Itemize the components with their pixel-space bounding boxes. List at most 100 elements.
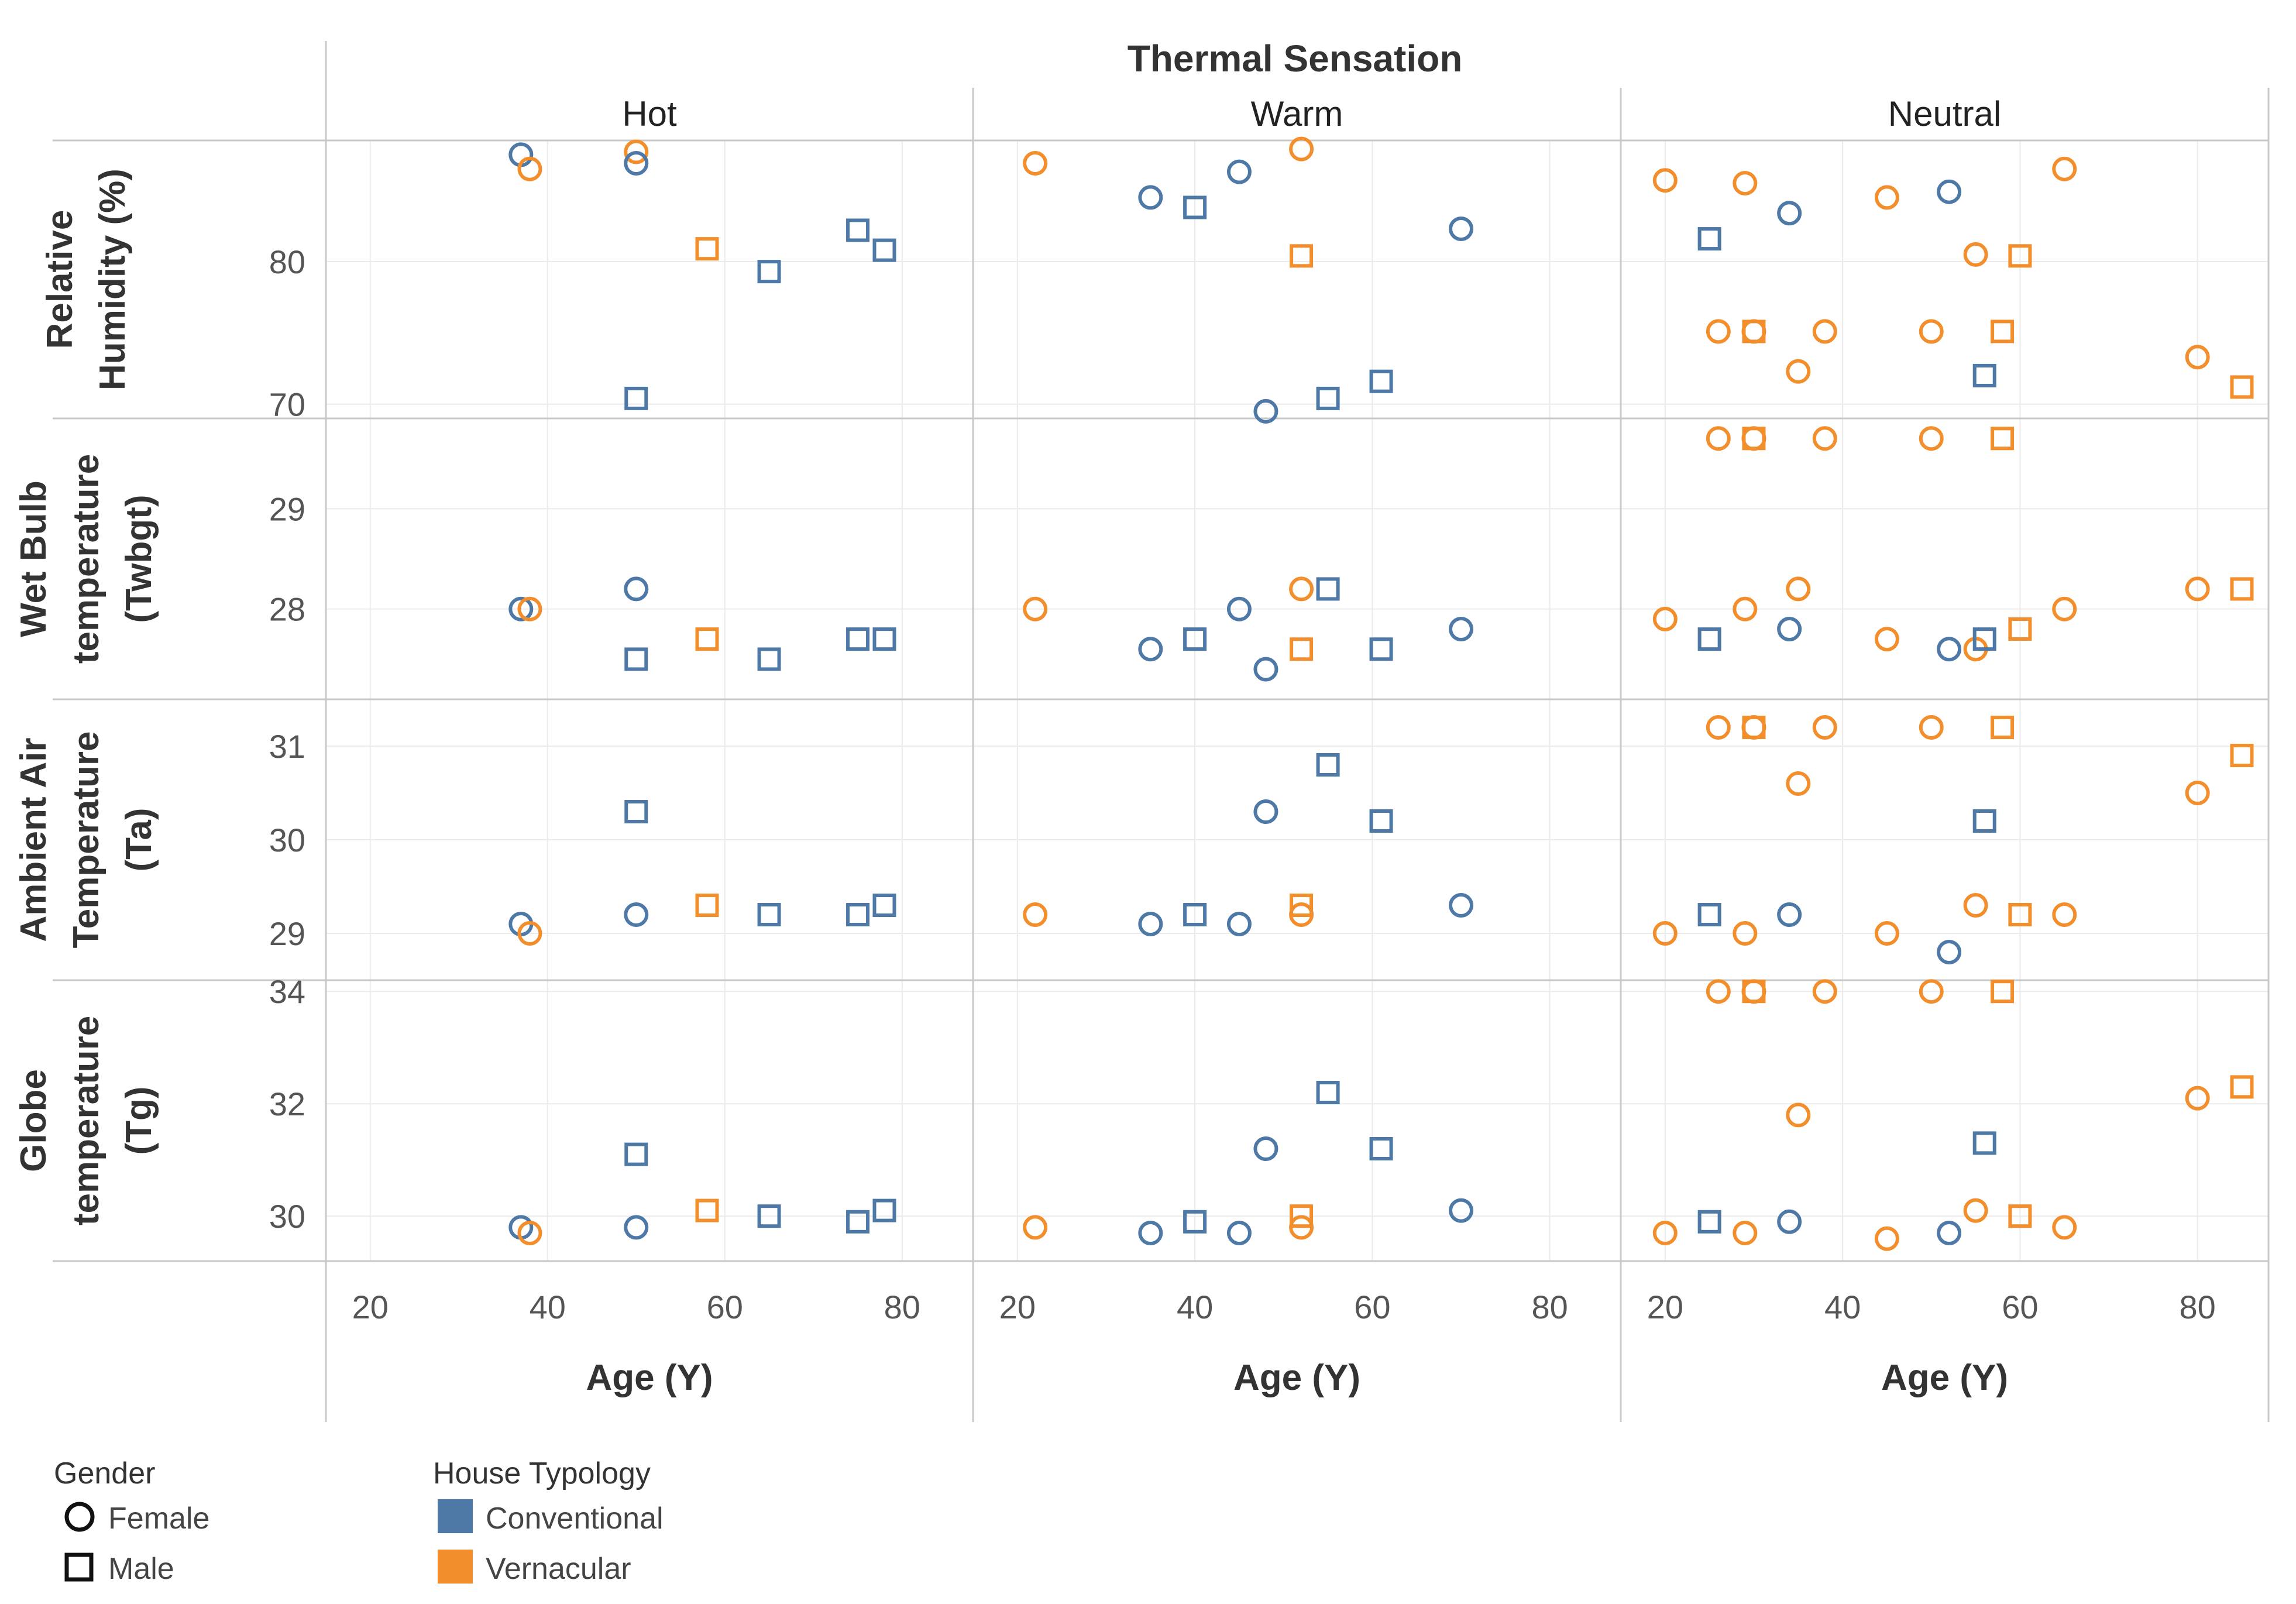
point-male xyxy=(757,647,781,671)
point-male xyxy=(757,260,781,284)
point-male xyxy=(1369,1137,1393,1160)
point-male xyxy=(872,894,896,917)
point-female xyxy=(1963,1198,1988,1223)
point-female xyxy=(1874,185,1899,210)
point-male xyxy=(1697,227,1721,251)
point-male xyxy=(1697,627,1721,651)
legend-male-icon xyxy=(64,1553,94,1582)
point-female xyxy=(2052,1215,2077,1240)
data-points xyxy=(508,136,2254,1251)
point-male xyxy=(1369,809,1393,833)
row-label: Relative xyxy=(40,210,80,349)
point-female xyxy=(1812,319,1837,344)
point-female xyxy=(1449,617,1474,641)
point-female xyxy=(1733,171,1758,196)
legend-female-icon xyxy=(64,1502,95,1532)
point-male xyxy=(1991,427,2015,451)
point-male xyxy=(695,1198,719,1222)
point-female xyxy=(1253,1136,1278,1161)
point-female xyxy=(1741,319,1766,344)
y-tick-label: 30 xyxy=(269,822,305,858)
point-female xyxy=(1733,921,1758,946)
point-female xyxy=(624,576,649,602)
point-male xyxy=(1316,386,1340,410)
point-male xyxy=(624,800,648,823)
point-female xyxy=(1652,168,1678,193)
point-male xyxy=(872,238,896,262)
column-header: Hot xyxy=(622,94,677,133)
legend-title-gender: Gender xyxy=(54,1457,155,1490)
gridlines xyxy=(326,140,2268,1261)
y-tick-label: 70 xyxy=(269,386,305,423)
point-male xyxy=(2230,1075,2254,1099)
point-female xyxy=(1023,902,1048,927)
x-axis-title: Age (Y) xyxy=(586,1358,713,1398)
point-female xyxy=(1874,921,1899,946)
x-tick-label: 80 xyxy=(884,1289,920,1325)
legend: Gender Female Male House Typology Convention… xyxy=(54,1457,664,1586)
panel-frames xyxy=(53,41,2270,1422)
point-male xyxy=(1183,195,1207,219)
point-male xyxy=(1316,1081,1340,1104)
x-tick-label: 60 xyxy=(1354,1289,1390,1325)
point-male xyxy=(624,1142,648,1166)
row-label: (Ta) xyxy=(119,808,159,871)
point-female xyxy=(1138,185,1163,210)
point-female xyxy=(1226,912,1252,936)
point-male xyxy=(846,627,870,651)
legend-swatch-conventional xyxy=(438,1499,473,1533)
point-female xyxy=(1963,242,1988,267)
legend-title-typology: House Typology xyxy=(433,1457,651,1490)
point-female xyxy=(2185,1086,2210,1111)
point-male xyxy=(1972,809,1996,833)
point-male xyxy=(695,237,719,261)
x-tick-label: 20 xyxy=(999,1289,1036,1325)
point-male xyxy=(1742,320,1766,344)
point-male xyxy=(624,647,648,671)
y-tick-label: 80 xyxy=(269,243,305,280)
y-tick-label: 32 xyxy=(269,1086,305,1122)
point-male xyxy=(2230,744,2254,767)
point-female xyxy=(1919,319,1944,344)
legend-label-vernacular: Vernacular xyxy=(486,1552,631,1586)
x-tick-label: 20 xyxy=(352,1289,389,1325)
point-female xyxy=(1786,359,1811,384)
point-female xyxy=(1449,217,1474,242)
point-female xyxy=(1652,921,1678,946)
y-tick-labels: 70 80 28 29 29 30 31 30 32 34 xyxy=(269,243,305,1235)
point-male xyxy=(757,903,781,926)
point-female xyxy=(624,139,649,164)
legend-swatch-vernacular xyxy=(438,1550,473,1584)
point-male xyxy=(1369,637,1393,661)
point-female xyxy=(1812,426,1837,451)
point-female xyxy=(1253,799,1278,824)
point-female xyxy=(1226,159,1252,184)
x-tick-label: 40 xyxy=(1177,1289,1213,1325)
row-label: Globe xyxy=(13,1069,54,1172)
point-female xyxy=(624,902,649,927)
legend-label-female: Female xyxy=(108,1502,209,1536)
x-tick-label: 80 xyxy=(1532,1289,1568,1325)
row-label: Wet Bulb xyxy=(13,480,54,637)
point-male xyxy=(1697,903,1721,926)
point-female xyxy=(1289,136,1314,162)
point-male xyxy=(846,903,870,926)
point-female xyxy=(517,1221,542,1245)
point-male xyxy=(2008,903,2032,926)
point-male xyxy=(1972,1131,1996,1155)
point-female xyxy=(2185,345,2210,370)
point-male xyxy=(1316,753,1340,777)
row-label: (Tg) xyxy=(119,1086,159,1155)
x-tick-label: 20 xyxy=(1647,1289,1683,1325)
y-tick-label: 29 xyxy=(269,915,305,952)
point-male xyxy=(1972,627,1996,651)
point-male xyxy=(846,1210,870,1234)
point-female xyxy=(1652,606,1678,631)
row-label: temperature xyxy=(66,454,106,664)
chart-title: Thermal Sensation xyxy=(1128,37,1463,80)
point-male xyxy=(1290,1204,1314,1228)
point-female xyxy=(1706,715,1731,740)
point-female xyxy=(1777,1209,1802,1234)
point-male xyxy=(846,218,870,242)
